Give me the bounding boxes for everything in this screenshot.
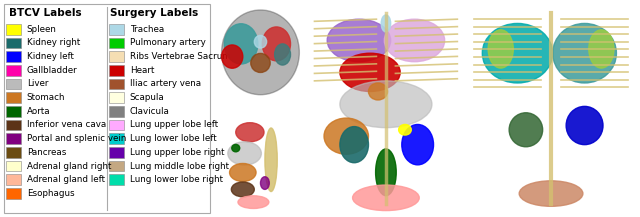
Text: Gallbladder: Gallbladder	[27, 66, 77, 75]
Ellipse shape	[376, 149, 396, 196]
Ellipse shape	[221, 10, 300, 95]
Ellipse shape	[327, 19, 390, 62]
Ellipse shape	[402, 125, 433, 165]
Text: Stomach: Stomach	[27, 93, 65, 102]
Text: Iliac artery vena: Iliac artery vena	[130, 79, 201, 89]
Ellipse shape	[230, 163, 256, 181]
FancyBboxPatch shape	[109, 51, 124, 62]
Ellipse shape	[232, 144, 240, 152]
Ellipse shape	[340, 81, 432, 128]
Ellipse shape	[260, 177, 269, 189]
FancyBboxPatch shape	[6, 147, 22, 158]
FancyBboxPatch shape	[6, 188, 22, 199]
Text: Esophagus: Esophagus	[27, 189, 74, 198]
FancyBboxPatch shape	[109, 106, 124, 117]
Ellipse shape	[221, 45, 243, 68]
FancyBboxPatch shape	[6, 24, 22, 35]
Ellipse shape	[353, 185, 419, 210]
Ellipse shape	[509, 113, 543, 147]
FancyBboxPatch shape	[109, 92, 124, 103]
Text: Kidney left: Kidney left	[27, 52, 74, 61]
Ellipse shape	[566, 106, 603, 145]
Ellipse shape	[340, 53, 400, 92]
FancyBboxPatch shape	[109, 24, 124, 35]
Text: Surgery Labels: Surgery Labels	[110, 8, 198, 18]
Text: Scapula: Scapula	[130, 93, 164, 102]
Text: Spleen: Spleen	[27, 25, 57, 34]
Ellipse shape	[488, 30, 513, 68]
Text: BTCV Labels: BTCV Labels	[9, 8, 81, 18]
Ellipse shape	[553, 23, 616, 83]
Ellipse shape	[275, 44, 291, 65]
FancyBboxPatch shape	[6, 92, 22, 103]
Ellipse shape	[399, 124, 412, 135]
Ellipse shape	[265, 128, 277, 192]
FancyBboxPatch shape	[6, 133, 22, 144]
Ellipse shape	[589, 30, 614, 68]
FancyBboxPatch shape	[109, 65, 124, 76]
Text: Heart: Heart	[130, 66, 154, 75]
Ellipse shape	[224, 24, 258, 64]
FancyBboxPatch shape	[109, 133, 124, 144]
Ellipse shape	[369, 83, 387, 100]
Ellipse shape	[238, 196, 269, 209]
Ellipse shape	[231, 182, 254, 197]
FancyBboxPatch shape	[6, 65, 22, 76]
Ellipse shape	[385, 19, 445, 62]
Text: Portal and splenic vein: Portal and splenic vein	[27, 134, 126, 143]
Ellipse shape	[381, 15, 390, 32]
FancyBboxPatch shape	[109, 147, 124, 158]
FancyBboxPatch shape	[6, 174, 22, 185]
Text: Pancreas: Pancreas	[27, 148, 66, 157]
Text: Adrenal gland right: Adrenal gland right	[27, 161, 111, 171]
Text: Ribs Vertebrae Sacrum: Ribs Vertebrae Sacrum	[130, 52, 230, 61]
Text: Inferior vena cava: Inferior vena cava	[27, 120, 106, 130]
Text: Lung upper lobe left: Lung upper lobe left	[130, 120, 218, 130]
Text: Aorta: Aorta	[27, 107, 51, 116]
Text: Clavicula: Clavicula	[130, 107, 170, 116]
Ellipse shape	[324, 118, 369, 154]
Text: Adrenal gland left: Adrenal gland left	[27, 175, 105, 184]
FancyBboxPatch shape	[6, 161, 22, 171]
Ellipse shape	[519, 181, 583, 206]
Text: Lung middle lobe right: Lung middle lobe right	[130, 161, 228, 171]
FancyBboxPatch shape	[6, 38, 22, 48]
Text: Liver: Liver	[27, 79, 48, 89]
FancyBboxPatch shape	[109, 120, 124, 130]
Ellipse shape	[236, 123, 264, 142]
FancyBboxPatch shape	[109, 79, 124, 89]
FancyBboxPatch shape	[6, 51, 22, 62]
Ellipse shape	[262, 27, 291, 61]
Text: Lung lower lobe left: Lung lower lobe left	[130, 134, 216, 143]
Ellipse shape	[254, 35, 267, 48]
Ellipse shape	[483, 23, 553, 83]
Text: Lung upper lobe right: Lung upper lobe right	[130, 148, 224, 157]
Text: Trachea: Trachea	[130, 25, 164, 34]
FancyBboxPatch shape	[109, 38, 124, 48]
Text: Lung lower lobe right: Lung lower lobe right	[130, 175, 223, 184]
Ellipse shape	[251, 53, 270, 72]
FancyBboxPatch shape	[109, 161, 124, 171]
Text: Pulmonary artery: Pulmonary artery	[130, 38, 205, 48]
FancyBboxPatch shape	[109, 174, 124, 185]
FancyBboxPatch shape	[6, 106, 22, 117]
Ellipse shape	[228, 142, 261, 165]
FancyBboxPatch shape	[4, 4, 210, 213]
Ellipse shape	[340, 127, 369, 163]
FancyBboxPatch shape	[6, 79, 22, 89]
Text: Kidney right: Kidney right	[27, 38, 80, 48]
FancyBboxPatch shape	[6, 120, 22, 130]
